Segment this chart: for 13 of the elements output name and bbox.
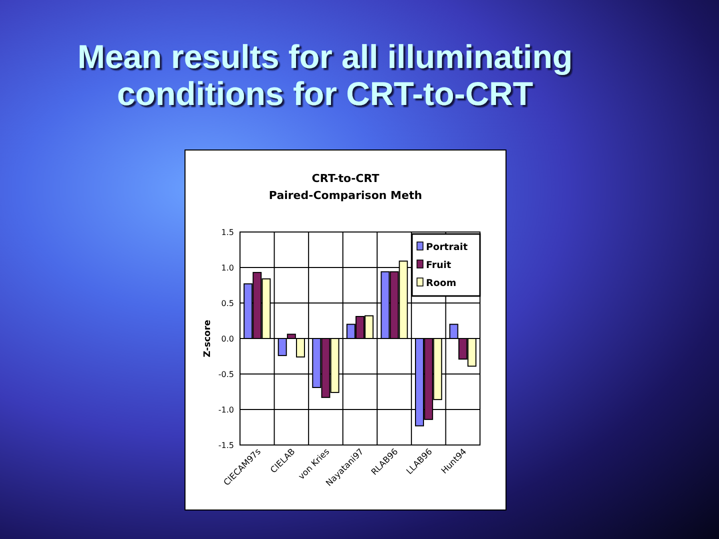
y-tick-label: 1.0: [221, 264, 234, 272]
y-tick-label: 0.5: [221, 299, 234, 308]
y-axis-title: Z-score: [203, 320, 213, 358]
legend-label: Portrait: [426, 242, 468, 253]
legend-label: Fruit: [426, 260, 452, 271]
chart-subtitle: CRT-to-CRT Paired-Comparison Meth: [268, 172, 422, 202]
chart-title: Mean results for all illuminating conditions for CRT-to-CRT: [77, 38, 573, 112]
y-tick-label: -1.0: [218, 406, 234, 414]
y-tick-label: 1.5: [221, 228, 234, 237]
y-tick-label: -1.5: [218, 441, 234, 450]
legend-label: Room: [426, 278, 456, 289]
y-tick-label: 0.0: [221, 334, 234, 344]
y-tick-label: -0.5: [218, 370, 234, 379]
